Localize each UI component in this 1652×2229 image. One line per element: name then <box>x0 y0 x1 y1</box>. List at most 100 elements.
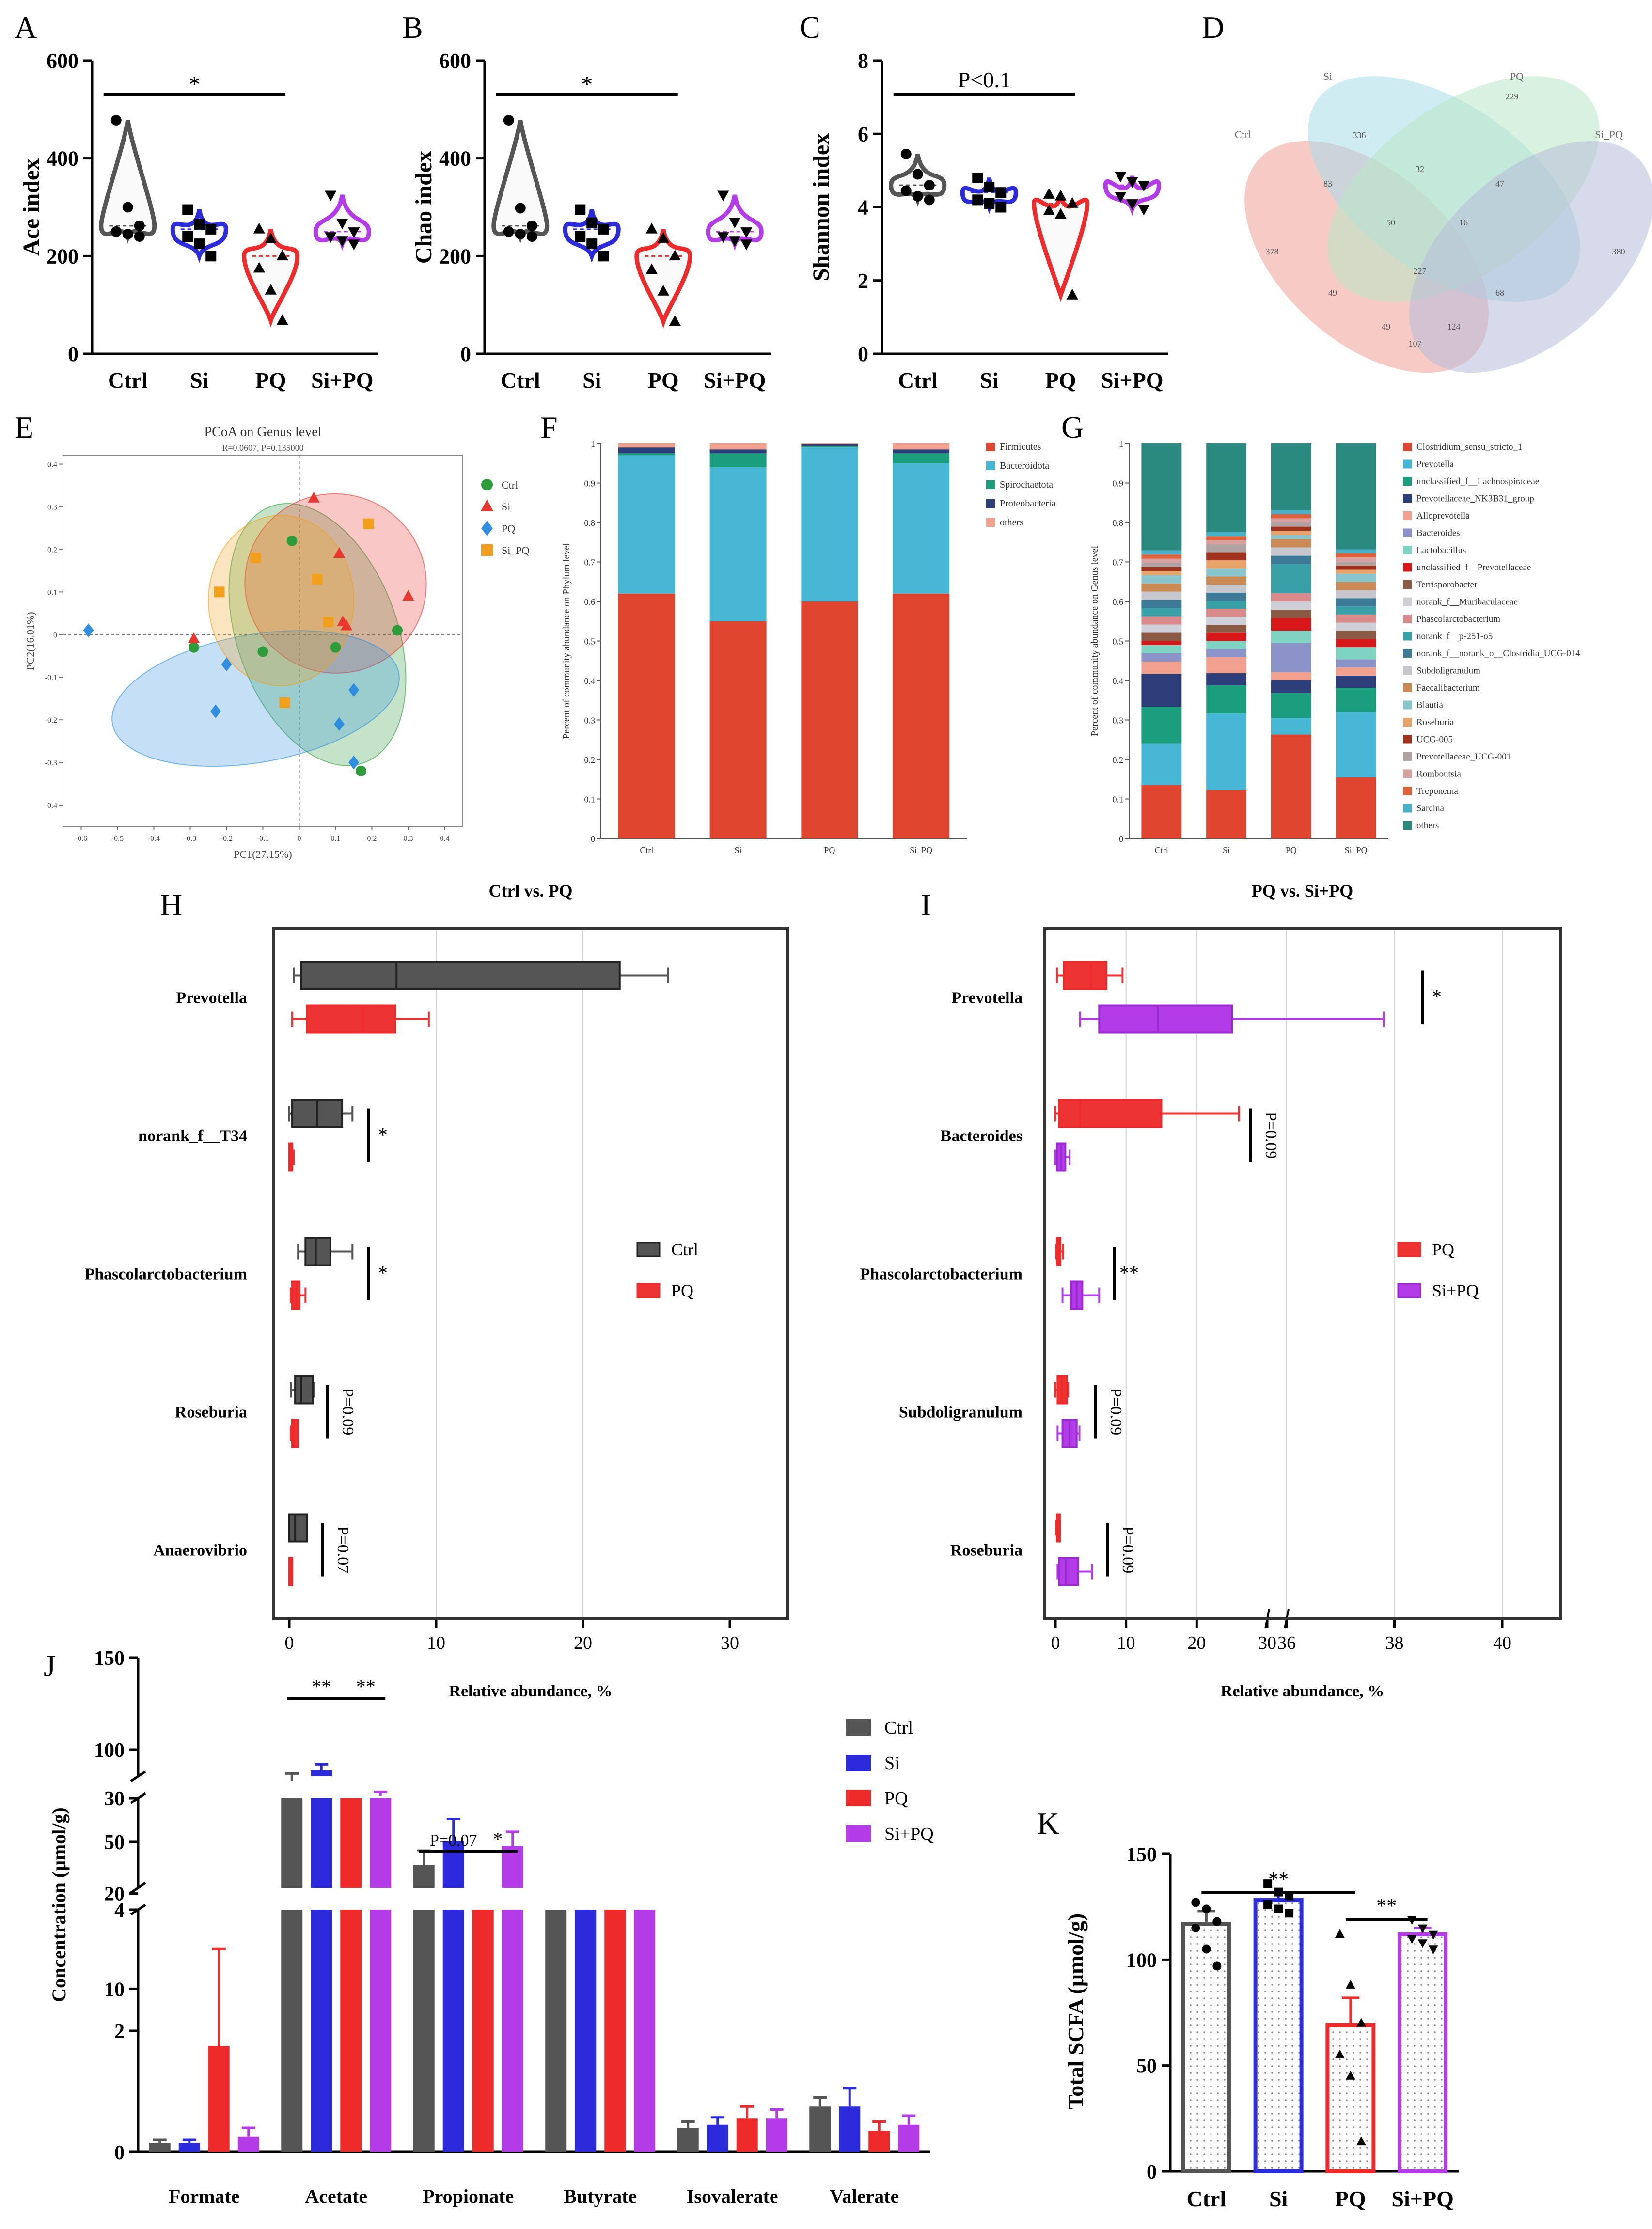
stacked-segment <box>1336 606 1376 615</box>
legend-swatch <box>1403 683 1412 692</box>
data-point <box>1356 2018 1366 2027</box>
legend-swatch <box>1403 563 1412 572</box>
y-tick-label: 1 <box>1119 439 1123 449</box>
panel-letter-d: D <box>1202 10 1225 45</box>
stacked-segment <box>1141 608 1182 617</box>
legend-label: Roseburia <box>1416 717 1454 727</box>
legend-label: Proteobacteria <box>1000 498 1056 509</box>
data-point <box>253 222 265 234</box>
data-point <box>1428 1945 1438 1955</box>
stacked-segment <box>1141 624 1182 633</box>
x-tick-label: 20 <box>1187 1633 1206 1653</box>
y-tick-label: 0.1 <box>584 795 596 805</box>
y-axis-label: Percent of community abundance on Genus … <box>1089 545 1100 736</box>
stacked-segment <box>709 449 767 454</box>
data-point <box>194 238 205 250</box>
stacked-segment <box>1336 590 1376 599</box>
y-tick-label: 0.2 <box>584 755 596 765</box>
data-point <box>669 250 681 261</box>
data-point <box>1263 1879 1273 1888</box>
legend-label: Lactobacillus <box>1416 545 1466 555</box>
stacked-segment <box>1271 555 1311 564</box>
bar <box>839 2106 861 2152</box>
y-tick-label: 0.7 <box>584 558 596 568</box>
data-point <box>645 222 658 234</box>
panel-letter-e: E <box>15 410 34 444</box>
stacked-segment <box>1206 657 1247 674</box>
y-tick-label: 0.9 <box>1113 479 1124 489</box>
bar-low-part <box>370 1910 392 2152</box>
bar <box>178 2143 200 2152</box>
y-tick-label: 150 <box>94 1647 125 1670</box>
y-tick-label: 0.5 <box>584 637 596 647</box>
significance-label: * <box>378 1124 388 1146</box>
scatter-point-si <box>308 491 320 503</box>
stacked-segment <box>1141 554 1182 559</box>
legend-swatch <box>1403 821 1412 830</box>
row-label: Prevotella <box>951 989 1023 1007</box>
violin-ctrl <box>491 120 550 244</box>
venn-count: 47 <box>1495 179 1504 189</box>
scatter-point-pq <box>334 717 345 731</box>
stacked-segment <box>1271 535 1311 539</box>
legend-label: Alloprevotella <box>1416 511 1470 521</box>
legend-label: Faecalibacterium <box>1416 683 1480 693</box>
scatter-point-pq <box>348 755 359 770</box>
stacked-segment <box>1206 632 1247 641</box>
data-point <box>740 239 753 251</box>
stacked-segment <box>1271 514 1311 519</box>
stacked-segment <box>893 443 950 450</box>
y-tick-label: 200 <box>47 244 79 268</box>
legend-label: Bacteroides <box>1416 528 1460 538</box>
x-tick-label: Si+PQ <box>1101 368 1163 393</box>
violin-si <box>563 209 621 263</box>
data-point <box>1054 208 1067 219</box>
row-label: Roseburia <box>950 1542 1023 1560</box>
y-tick-label: 400 <box>47 147 79 171</box>
y-tick-label: 8 <box>858 49 868 73</box>
data-point <box>1335 1929 1345 1938</box>
stacked-segment <box>1206 568 1247 577</box>
stacked-segment <box>1336 631 1376 639</box>
y-tick-label: 600 <box>47 49 79 73</box>
venn-count: 107 <box>1409 339 1422 348</box>
y-tick-label: 0 <box>858 342 868 366</box>
x-tick-label: Si <box>735 845 742 855</box>
y-tick-label: 4 <box>114 1899 125 1922</box>
significance-label: * <box>378 1262 388 1284</box>
stacked-segment <box>1206 560 1247 569</box>
stacked-segment <box>1141 563 1182 567</box>
data-point <box>515 228 526 239</box>
x-tick-label: Si_PQ <box>910 845 932 855</box>
venn-set-label: Ctrl <box>1235 128 1251 141</box>
legend-label: UCG-005 <box>1416 735 1453 745</box>
venn-count: 336 <box>1353 130 1366 140</box>
stacked-segment <box>618 447 675 454</box>
stacked-segment <box>1271 518 1311 522</box>
y-tick-label: 0.3 <box>1113 716 1124 726</box>
x-tick-label: 10 <box>427 1633 445 1653</box>
data-point <box>645 263 658 274</box>
x-tick-label: -0.1 <box>257 835 269 843</box>
scatter-point-si_pq <box>312 574 323 585</box>
y-tick-label: 0.4 <box>584 676 596 686</box>
legend-label: norank_f__norank_o__Clostridia_UCG-014 <box>1416 648 1580 659</box>
data-point <box>276 314 288 325</box>
stacked-segment <box>1206 585 1247 593</box>
confidence-ellipse-si_pq <box>208 515 354 686</box>
stacked-segment <box>1336 582 1376 590</box>
stacked-segment <box>1336 647 1376 660</box>
violin-pq <box>1032 194 1090 302</box>
y-axis-label: Concentration (μmol/g) <box>48 1807 70 2002</box>
venn-count: 32 <box>1416 164 1424 174</box>
x-tick-label: 0.2 <box>367 835 377 843</box>
data-point <box>1126 177 1138 188</box>
legend-label: Clostridium_sensu_stricto_1 <box>1416 442 1523 452</box>
x-tick-label: Si <box>980 368 999 393</box>
legend-label: others <box>1000 517 1023 528</box>
stacked-segment <box>618 453 675 456</box>
box <box>288 1513 308 1543</box>
x-tick-label: 40 <box>1493 1633 1511 1653</box>
panel-letter-h: H <box>160 887 183 922</box>
legend-swatch <box>1403 511 1412 520</box>
